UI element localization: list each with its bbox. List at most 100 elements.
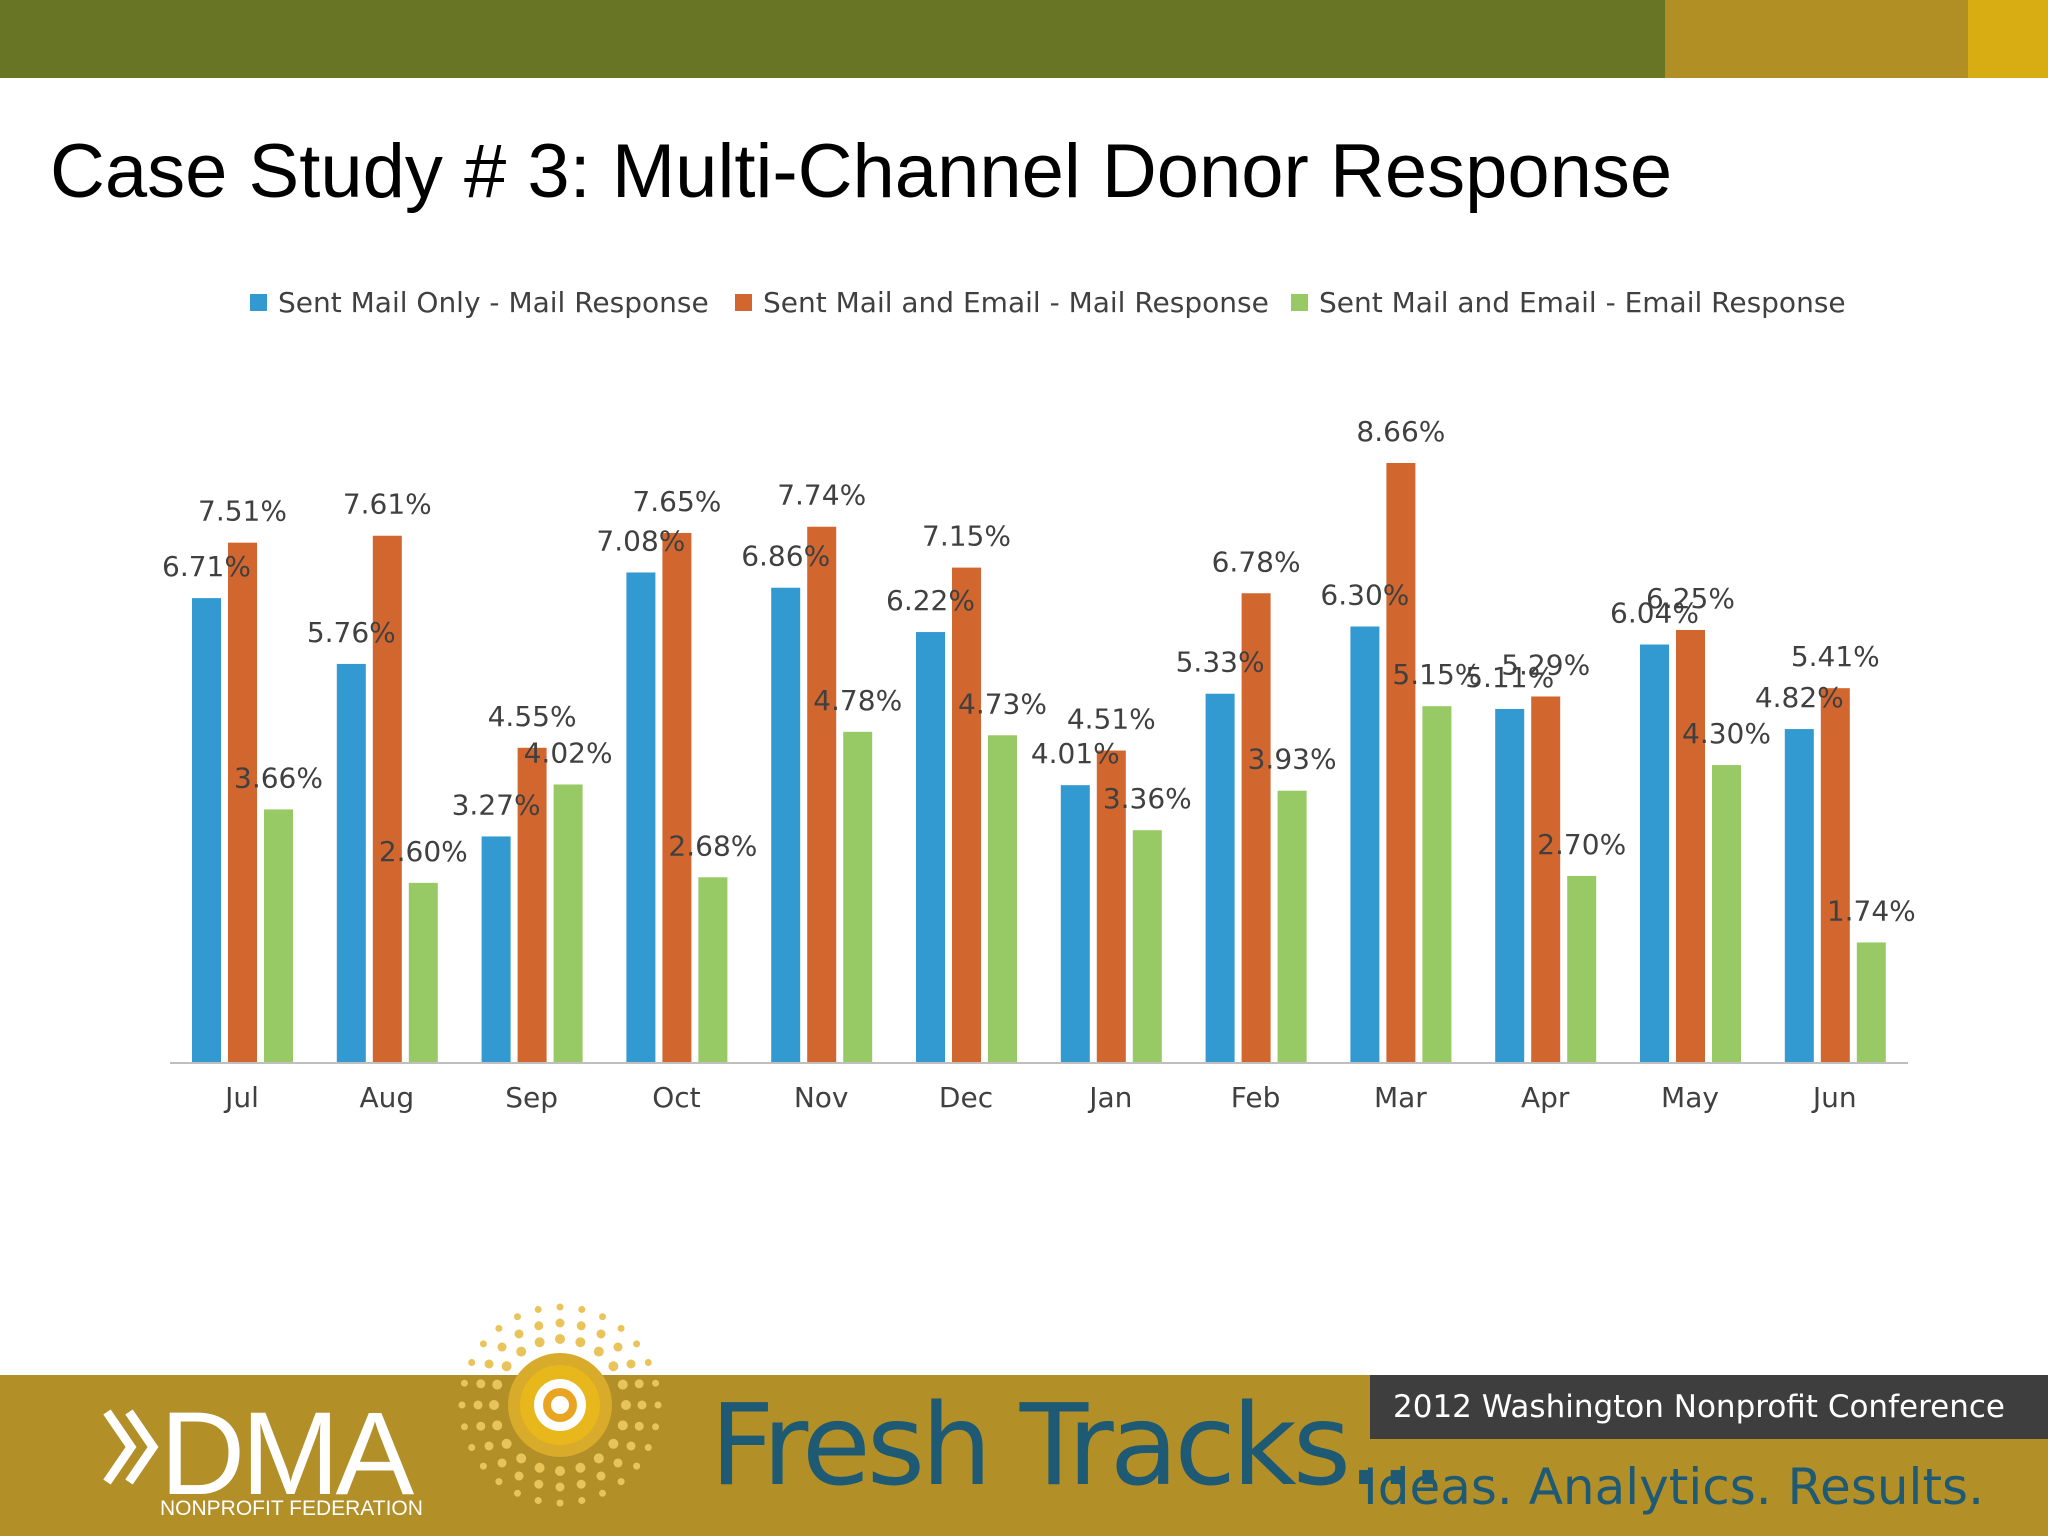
data-label-s3-dec: 4.73% (958, 687, 1047, 720)
data-label-s1-may: 6.04% (1610, 597, 1699, 630)
bar-s3-jul (264, 809, 293, 1063)
data-label-s3-aug: 2.60% (379, 835, 468, 868)
bar-s1-apr (1495, 708, 1525, 1063)
legend-label-3: Sent Mail and Email - Email Response (1319, 286, 1846, 319)
data-label-s2-nov: 7.74% (777, 479, 866, 512)
top-banner-gold (1665, 0, 1968, 78)
data-label-s2-aug: 7.61% (343, 488, 432, 521)
bar-s1-nov (771, 587, 801, 1063)
chart-legend: Sent Mail Only - Mail Response Sent Mail … (250, 286, 1846, 319)
chart-bars (192, 463, 1886, 1063)
x-tick-dec: Dec (939, 1081, 993, 1114)
x-tick-jun: Jun (1811, 1081, 1857, 1114)
bar-s1-jun (1784, 729, 1814, 1063)
bar-s2-sep (517, 747, 547, 1063)
bar-s1-dec (916, 632, 945, 1063)
data-label-s1-aug: 5.76% (307, 616, 396, 649)
bar-s3-sep (553, 784, 583, 1063)
data-label-s3-feb: 3.93% (1248, 743, 1337, 776)
x-tick-sep: Sep (505, 1081, 558, 1114)
bar-s1-mar (1350, 626, 1380, 1063)
data-label-s3-sep: 4.02% (524, 736, 613, 769)
dma-logo-subtitle: NONPROFIT FEDERATION (160, 1497, 423, 1520)
legend-swatch-2 (735, 294, 752, 311)
bar-s1-jul (192, 598, 221, 1063)
slide-title: Case Study # 3: Multi-Channel Donor Resp… (50, 129, 1673, 214)
data-label-s1-jan: 4.01% (1031, 737, 1120, 770)
conference-banner (1370, 1375, 2048, 1439)
bar-s1-aug (336, 663, 366, 1063)
data-label-s3-oct: 2.68% (668, 829, 757, 862)
bar-s2-jan (1096, 750, 1126, 1063)
x-axis-tick-labels: Jul Aug Sep Oct Nov Dec Jan Feb Mar Apr May Jun (223, 1081, 1857, 1114)
bar-s3-nov (843, 731, 873, 1063)
legend-label-1: Sent Mail Only - Mail Response (278, 286, 709, 319)
x-tick-mar: Mar (1374, 1081, 1427, 1114)
bar-s3-may (1712, 765, 1741, 1063)
bar-s2-apr (1531, 696, 1561, 1063)
x-tick-may: May (1661, 1081, 1719, 1114)
bar-s3-dec (988, 735, 1017, 1063)
data-label-s1-oct: 7.08% (596, 524, 685, 557)
bar-s2-nov (807, 526, 837, 1063)
bar-s3-oct (698, 877, 728, 1063)
data-label-s3-apr: 2.70% (1537, 828, 1626, 861)
bar-s2-feb (1241, 593, 1271, 1063)
data-label-s2-jan: 4.51% (1067, 703, 1156, 736)
bar-s1-may (1640, 644, 1669, 1063)
data-label-s1-jul: 6.71% (162, 550, 251, 583)
data-label-s3-jul: 3.66% (234, 761, 323, 794)
bar-chart: Sent Mail Only - Mail Response Sent Mail … (162, 286, 1916, 1114)
bar-s3-jun (1856, 942, 1886, 1063)
data-label-s2-feb: 6.78% (1212, 545, 1301, 578)
bar-s1-feb (1205, 693, 1235, 1063)
top-banner-green (0, 0, 1665, 78)
data-label-s2-jul: 7.51% (198, 495, 287, 528)
bar-s2-jun (1820, 688, 1850, 1063)
data-label-s3-jan: 3.36% (1103, 782, 1192, 815)
bar-s3-mar (1422, 706, 1452, 1063)
data-label-s1-jun: 4.82% (1755, 681, 1844, 714)
bar-s2-mar (1386, 463, 1416, 1063)
data-label-s2-jun: 5.41% (1791, 640, 1880, 673)
bar-s3-aug (408, 882, 438, 1063)
data-label-s1-dec: 6.22% (886, 584, 975, 617)
x-tick-feb: Feb (1231, 1081, 1281, 1114)
data-label-s2-may: 6.25% (1646, 582, 1735, 615)
data-label-s1-mar: 6.30% (1320, 579, 1409, 612)
data-label-s2-mar: 8.66% (1356, 415, 1445, 448)
conference-name: 2012 Washington Nonprofit Conference (1393, 1389, 2005, 1425)
data-label-s3-may: 4.30% (1682, 717, 1771, 750)
data-label-s1-sep: 3.27% (452, 788, 541, 821)
bar-s2-oct (662, 532, 692, 1063)
bar-s3-jan (1132, 830, 1162, 1063)
data-label-s2-dec: 7.15% (922, 520, 1011, 553)
dma-logo-text: DMA (160, 1388, 414, 1520)
data-label-s2-apr: 5.29% (1501, 648, 1590, 681)
bar-s2-dec (952, 567, 981, 1063)
x-tick-nov: Nov (794, 1081, 849, 1114)
data-label-s1-nov: 6.86% (741, 540, 830, 573)
bar-s1-jan (1060, 785, 1090, 1063)
chart-data-labels: 6.71% 7.51% 3.66% 5.76% 7.61% 2.60% 3.27% 4.55%… (162, 415, 1916, 927)
bar-s3-feb (1277, 790, 1307, 1063)
x-tick-oct: Oct (652, 1081, 700, 1114)
top-banner-yellow (1968, 0, 2048, 78)
x-tick-jan: Jan (1087, 1081, 1132, 1114)
x-tick-apr: Apr (1521, 1081, 1570, 1114)
bar-s2-jul (228, 542, 257, 1063)
tagline: Ideas. Analytics. Results. (1363, 1458, 1984, 1516)
legend-swatch-1 (250, 294, 267, 311)
bar-s2-may (1676, 629, 1705, 1063)
data-label-s1-feb: 5.33% (1176, 646, 1265, 679)
data-label-s3-nov: 4.78% (813, 684, 902, 717)
data-label-s3-jun: 1.74% (1827, 894, 1916, 927)
legend-label-2: Sent Mail and Email - Mail Response (763, 286, 1269, 319)
legend-swatch-3 (1291, 294, 1308, 311)
x-tick-aug: Aug (359, 1081, 414, 1114)
bar-s1-sep (481, 836, 511, 1063)
bar-s3-apr (1567, 875, 1597, 1063)
data-label-s2-oct: 7.65% (632, 485, 721, 518)
sun-logo-icon (458, 1303, 662, 1507)
data-label-s1-apr: 5.11% (1465, 661, 1554, 694)
